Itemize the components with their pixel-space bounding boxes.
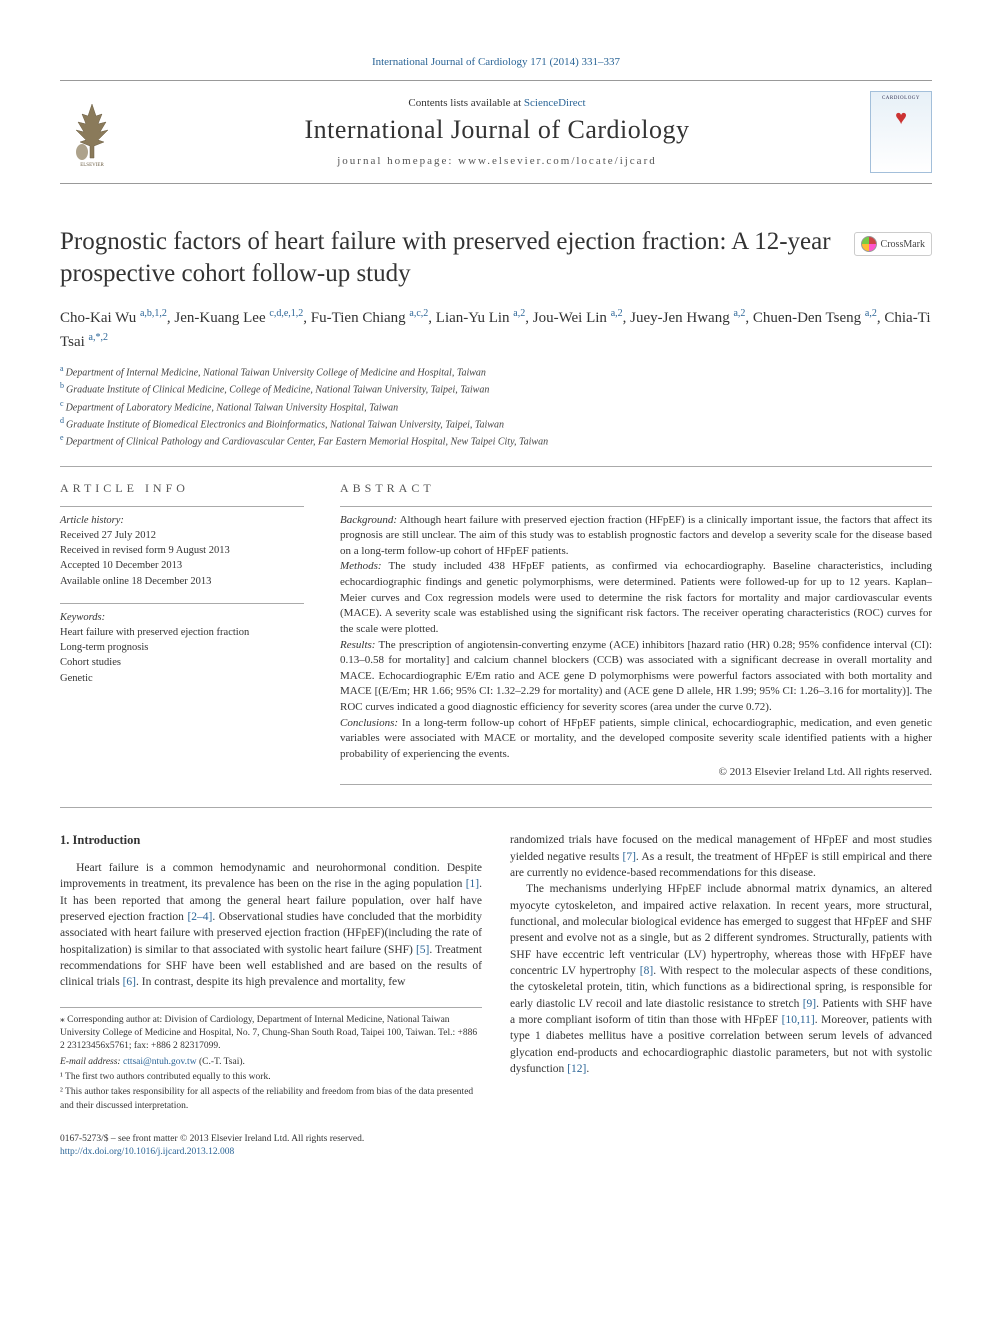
email-link[interactable]: cttsai@ntuh.gov.tw — [123, 1057, 197, 1067]
ref-link[interactable]: [6] — [123, 976, 136, 988]
footnote-2: ² This author takes responsibility for a… — [60, 1086, 482, 1113]
keyword: Genetic — [60, 671, 304, 686]
journal-citation[interactable]: International Journal of Cardiology 171 … — [60, 56, 932, 68]
author-name: Cho-Kai Wu — [60, 310, 140, 326]
footnote-1: ¹ The first two authors contributed equa… — [60, 1071, 482, 1084]
author-affil-sup: a,b,1,2 — [140, 308, 167, 319]
author-affil-sup: a,2 — [865, 308, 877, 319]
contents-available: Contents lists available at ScienceDirec… — [138, 97, 856, 109]
intro-heading: 1. Introduction — [60, 832, 482, 850]
author-name: , Jou-Wei Lin — [525, 310, 610, 326]
author-affil-sup: a,2 — [733, 308, 745, 319]
heart-icon: ♥ — [895, 107, 907, 130]
ref-link[interactable]: [5] — [416, 944, 429, 956]
author-list: Cho-Kai Wu a,b,1,2, Jen-Kuang Lee c,d,e,… — [60, 306, 932, 353]
divider — [340, 506, 932, 507]
abstract-heading: ABSTRACT — [340, 481, 932, 496]
affiliation-text: Department of Laboratory Medicine, Natio… — [66, 402, 399, 413]
affiliation-list: aDepartment of Internal Medicine, Nation… — [60, 363, 932, 450]
article-title: Prognostic factors of heart failure with… — [60, 226, 840, 290]
journal-homepage[interactable]: journal homepage: www.elsevier.com/locat… — [138, 155, 856, 167]
keywords: Keywords: Heart failure with preserved e… — [60, 610, 304, 686]
ref-link[interactable]: [9] — [803, 998, 816, 1010]
affiliation-text: Department of Clinical Pathology and Car… — [66, 437, 549, 448]
abstract-section-text: The prescription of angiotensin-converti… — [340, 639, 932, 713]
ref-link[interactable]: [10,11] — [782, 1014, 815, 1026]
abstract-section-label: Background: — [340, 514, 397, 526]
article-body: 1. Introduction Heart failure is a commo… — [60, 832, 932, 1112]
journal-name: International Journal of Cardiology — [138, 115, 856, 145]
author-name: , Lian-Yu Lin — [428, 310, 513, 326]
author-affil-sup: a,*,2 — [89, 332, 108, 343]
crossmark-badge[interactable]: CrossMark — [854, 232, 932, 256]
history-line: Received 27 July 2012 — [60, 528, 304, 543]
masthead: ELSEVIER Contents lists available at Sci… — [60, 80, 932, 184]
ref-link[interactable]: [1] — [466, 878, 479, 890]
keyword: Long-term prognosis — [60, 640, 304, 655]
abstract-section-label: Results: — [340, 639, 375, 651]
history-line: Received in revised form 9 August 2013 — [60, 543, 304, 558]
affiliation-text: Graduate Institute of Biomedical Electro… — [66, 419, 504, 430]
abstract-section-text: In a long-term follow-up cohort of HFpEF… — [340, 717, 932, 760]
ref-link[interactable]: [12] — [567, 1063, 586, 1075]
author-affil-sup: a,c,2 — [409, 308, 428, 319]
author-affil-sup: a,2 — [513, 308, 525, 319]
ref-link[interactable]: [7] — [623, 851, 636, 863]
keyword: Heart failure with preserved ejection fr… — [60, 625, 304, 640]
abstract-section-text: The study included 438 HFpEF patients, a… — [340, 560, 932, 634]
history-line: Accepted 10 December 2013 — [60, 558, 304, 573]
author-affil-sup: a,2 — [611, 308, 623, 319]
affiliation-text: Department of Internal Medicine, Nationa… — [66, 367, 486, 378]
body-paragraph: Heart failure is a common hemodynamic an… — [60, 860, 482, 991]
elsevier-logo: ELSEVIER — [60, 96, 124, 168]
author-affil-sup: c,d,e,1,2 — [269, 308, 303, 319]
divider — [60, 506, 304, 507]
body-paragraph: randomized trials have focused on the me… — [510, 832, 932, 881]
affiliation-key: a — [60, 364, 64, 373]
divider — [60, 466, 932, 467]
affiliation-key: c — [60, 399, 64, 408]
svg-text:ELSEVIER: ELSEVIER — [80, 163, 104, 168]
author-name: , Juey-Jen Hwang — [623, 310, 734, 326]
abstract-copyright: © 2013 Elsevier Ireland Ltd. All rights … — [340, 766, 932, 778]
crossmark-icon — [861, 236, 877, 252]
abstract-section-text: Although heart failure with preserved ej… — [340, 514, 932, 557]
abstract-section-label: Methods: — [340, 560, 382, 572]
affiliation-key: b — [60, 381, 64, 390]
page-footer: 0167-5273/$ – see front matter © 2013 El… — [60, 1133, 932, 1160]
ref-link[interactable]: [8] — [640, 965, 653, 977]
corresponding-author: ⁎ Corresponding author at: Division of C… — [60, 1014, 482, 1054]
author-name: , Fu-Tien Chiang — [303, 310, 409, 326]
divider — [340, 784, 932, 785]
footnotes: ⁎ Corresponding author at: Division of C… — [60, 1007, 482, 1113]
affiliation-text: Graduate Institute of Clinical Medicine,… — [66, 385, 489, 396]
abstract-body: Background: Although heart failure with … — [340, 513, 932, 763]
body-paragraph: The mechanisms underlying HFpEF include … — [510, 881, 932, 1077]
journal-cover-thumb: CARDIOLOGY ♥ — [870, 91, 932, 173]
sciencedirect-link[interactable]: ScienceDirect — [524, 97, 586, 109]
keyword: Cohort studies — [60, 655, 304, 670]
article-history: Article history: Received 27 July 2012Re… — [60, 513, 304, 589]
history-line: Available online 18 December 2013 — [60, 574, 304, 589]
abstract-section-label: Conclusions: — [340, 717, 398, 729]
author-name: , Jen-Kuang Lee — [167, 310, 269, 326]
elsevier-tree-icon: ELSEVIER — [60, 96, 124, 168]
doi-link[interactable]: http://dx.doi.org/10.1016/j.ijcard.2013.… — [60, 1147, 234, 1157]
divider — [60, 603, 304, 604]
email-line: E-mail address: cttsai@ntuh.gov.tw (C.-T… — [60, 1056, 482, 1069]
author-name: , Chuen-Den Tseng — [745, 310, 865, 326]
divider — [60, 807, 932, 808]
article-info-heading: ARTICLE INFO — [60, 481, 304, 496]
ref-link[interactable]: [2–4] — [187, 911, 212, 923]
affiliation-key: d — [60, 416, 64, 425]
affiliation-key: e — [60, 433, 64, 442]
